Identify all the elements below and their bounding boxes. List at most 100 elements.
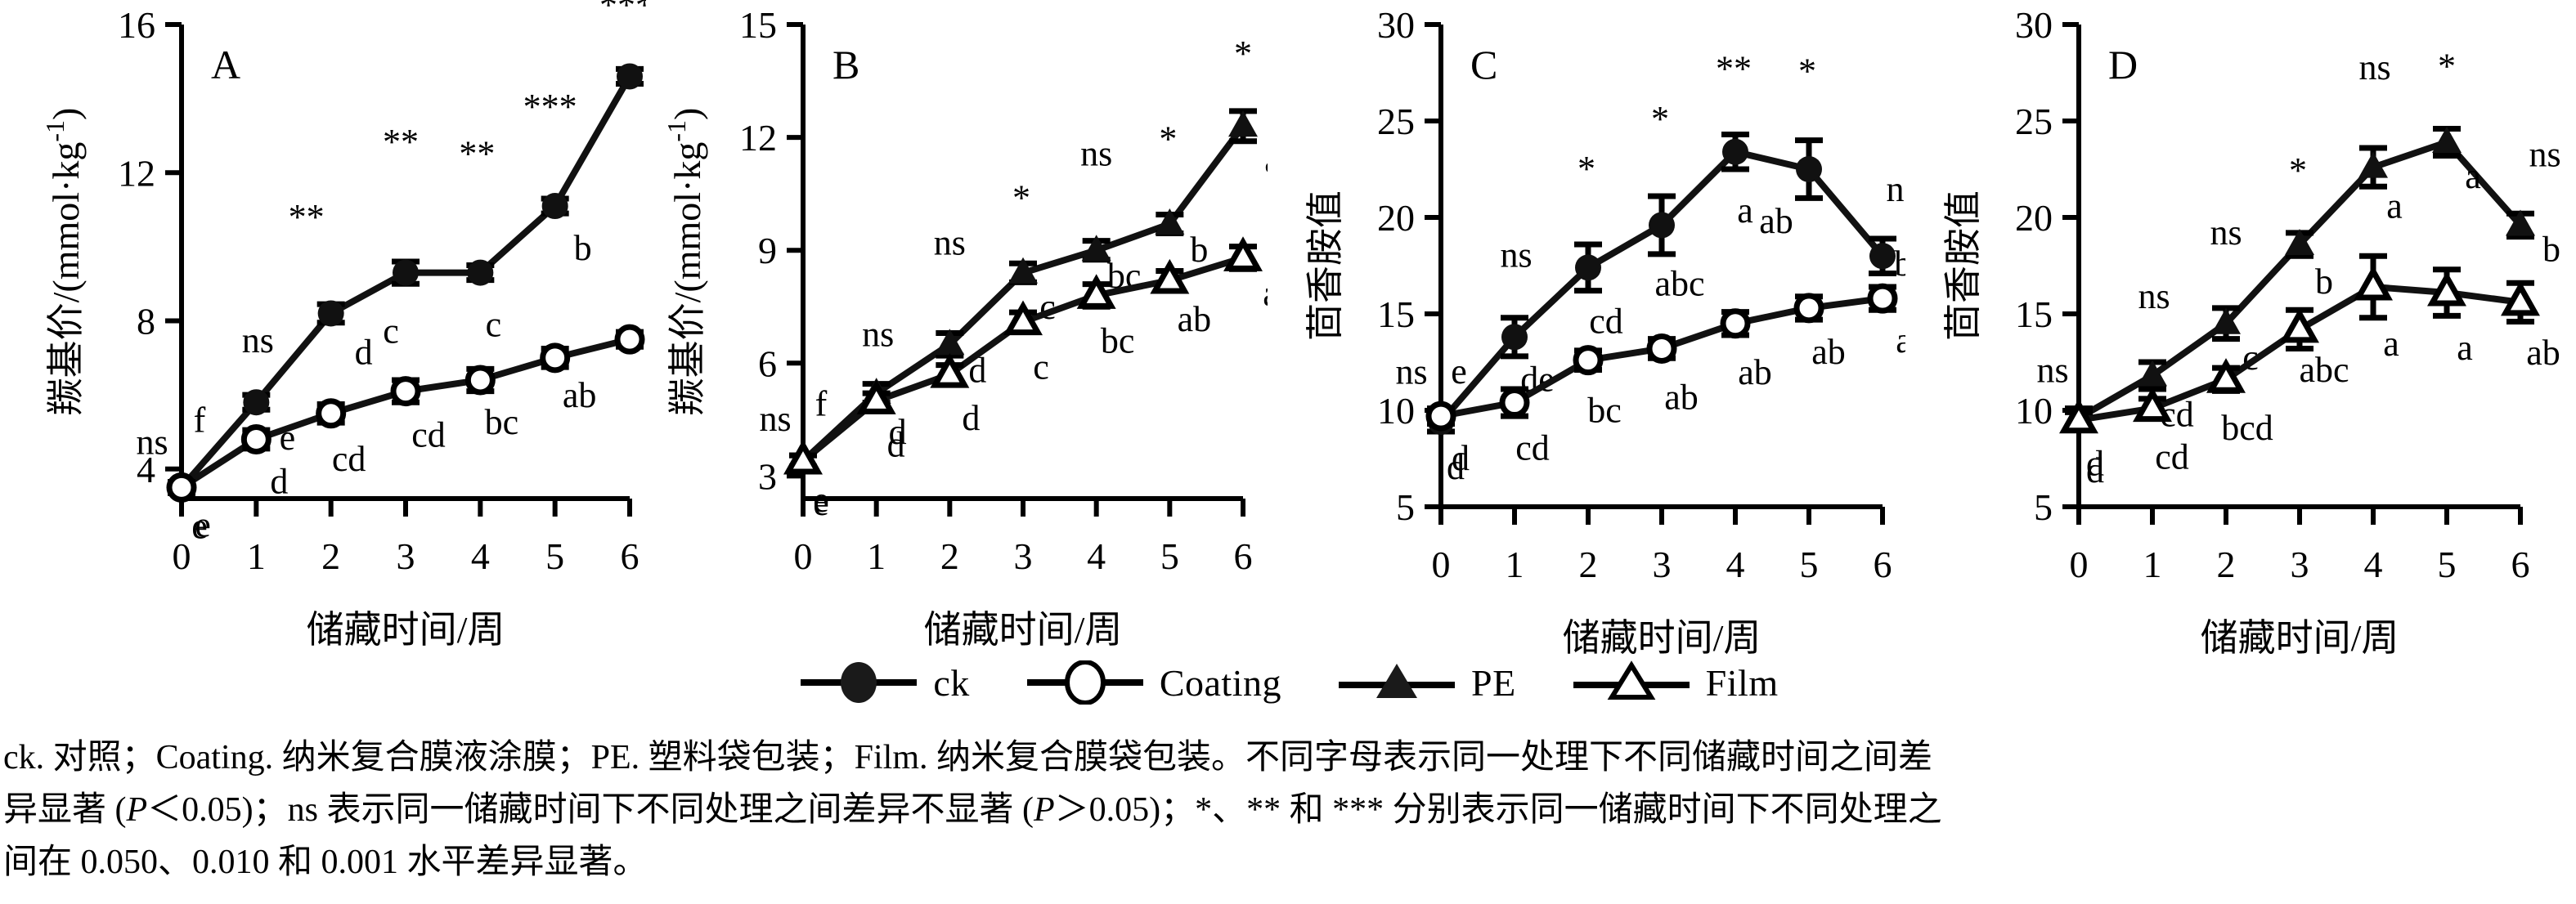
y-axis-title: 茴香胺值 xyxy=(1304,190,1346,341)
sig-letter: cd xyxy=(411,415,446,455)
significance-marker: ** xyxy=(383,122,419,162)
data-point-ck xyxy=(1796,156,1822,182)
sig-letter: abc xyxy=(2299,350,2349,390)
sig-letter: b xyxy=(2542,229,2560,269)
x-tick-label: 3 xyxy=(1653,544,1672,585)
sig-letter: a xyxy=(2386,186,2403,226)
caption-seg-2b: P xyxy=(126,790,148,829)
sig-letter: bcd xyxy=(2221,408,2273,448)
y-tick-label: 5 xyxy=(1396,486,1415,528)
sig-letter: a xyxy=(2465,156,2481,196)
x-tick-label: 6 xyxy=(621,535,640,577)
data-point-Film xyxy=(2427,271,2466,307)
significance-marker: ns xyxy=(2036,351,2068,391)
data-point-ck xyxy=(243,389,270,416)
y-tick-label: 12 xyxy=(118,152,155,194)
x-axis-title: 储藏时间/周 xyxy=(924,609,1123,651)
y-tick-label: 25 xyxy=(1377,101,1415,142)
caption-line-1: ck. 对照；Coating. 纳米复合膜液涂膜；PE. 塑料袋包装；Film.… xyxy=(3,739,1933,776)
significance-marker: * xyxy=(1012,177,1030,217)
sig-letter: d xyxy=(1447,447,1465,487)
sig-letter: bcd xyxy=(1894,244,1905,284)
sig-letter: e xyxy=(195,504,211,544)
significance-marker: * xyxy=(2289,150,2307,190)
significance-marker: * xyxy=(2438,46,2456,86)
significance-marker: ns xyxy=(2210,213,2242,253)
sig-letter: a xyxy=(1737,190,1753,230)
x-tick-label: 5 xyxy=(545,535,564,577)
legend: ck Coating PE Film xyxy=(0,646,2576,719)
svg-text:茴香胺值: 茴香胺值 xyxy=(1942,190,1984,341)
significance-marker: ns xyxy=(242,320,274,360)
data-point-ck xyxy=(317,300,344,327)
data-point-Film xyxy=(1076,274,1116,309)
x-tick-label: 4 xyxy=(1726,544,1745,585)
sig-letter: cd xyxy=(332,439,366,479)
data-point-Coating xyxy=(1646,333,1677,364)
sig-letter: d xyxy=(2086,450,2104,490)
data-point-PE xyxy=(2506,209,2535,236)
legend-item-coating: Coating xyxy=(1024,660,1281,705)
x-tick-label: 1 xyxy=(1506,544,1524,585)
x-axis-title: 储藏时间/周 xyxy=(1563,617,1761,654)
sig-letter: a xyxy=(2383,324,2399,364)
sig-letter: bc xyxy=(485,402,519,442)
legend-label-ck: ck xyxy=(933,661,970,704)
sig-letter: ab xyxy=(1664,377,1699,417)
data-point-Film xyxy=(2133,387,2172,423)
legend-label-pe: PE xyxy=(1470,661,1516,704)
y-tick-label: 6 xyxy=(758,342,777,384)
x-tick-label: 4 xyxy=(1087,535,1106,577)
data-point-Film xyxy=(856,379,896,414)
y-tick-label: 8 xyxy=(137,301,155,342)
significance-marker: ns xyxy=(2358,47,2390,87)
sig-letter: a xyxy=(1896,320,1905,360)
x-tick-label: 6 xyxy=(1234,535,1253,577)
data-point-Film xyxy=(1223,236,1263,271)
data-point-ck xyxy=(1722,138,1748,165)
sig-letter: ab xyxy=(1759,201,1793,241)
significance-marker: ** xyxy=(289,197,325,237)
sig-letter: a xyxy=(2457,328,2473,368)
significance-marker: * xyxy=(1159,119,1177,159)
x-tick-label: 1 xyxy=(247,535,266,577)
significance-marker: ns xyxy=(2529,134,2560,174)
data-point-Film xyxy=(2501,280,2540,316)
data-point-Coating xyxy=(1499,387,1530,418)
sig-letter: cd xyxy=(1515,428,1550,468)
data-point-PE xyxy=(2138,360,2167,387)
y-tick-label: 9 xyxy=(758,230,777,271)
sig-letter: ab xyxy=(1178,299,1212,339)
sig-letter: e xyxy=(1451,351,1467,392)
y-tick-label: 30 xyxy=(1377,4,1415,46)
sig-letter: e xyxy=(813,483,829,523)
y-tick-label: 10 xyxy=(2015,390,2053,432)
y-tick-label: 10 xyxy=(1377,390,1415,432)
y-axis-title: 茴香胺值 xyxy=(1942,190,1984,341)
filled-circle-icon xyxy=(801,662,918,703)
data-point-ck xyxy=(1575,254,1601,281)
data-point-ck xyxy=(1649,212,1675,239)
significance-marker: *** xyxy=(599,0,646,25)
panel-label: A xyxy=(211,42,240,87)
data-point-Coating xyxy=(464,365,496,396)
x-tick-label: 0 xyxy=(2070,544,2089,585)
data-point-Coating xyxy=(614,324,645,355)
data-point-Film xyxy=(1003,300,1043,336)
sig-letter: c xyxy=(1033,347,1049,387)
sig-letter: cd xyxy=(1589,301,1623,341)
data-point-PE xyxy=(2432,126,2462,153)
significance-marker: ns xyxy=(1080,134,1112,174)
legend-item-film: Film xyxy=(1570,660,1779,705)
data-point-Coating xyxy=(166,472,197,503)
x-tick-label: 3 xyxy=(397,535,415,577)
sig-letter: d xyxy=(889,412,907,452)
significance-marker: ns xyxy=(1886,169,1905,209)
svg-text:茴香胺值: 茴香胺值 xyxy=(1304,190,1346,341)
panel-label: B xyxy=(832,42,859,87)
y-tick-label: 15 xyxy=(1377,293,1415,335)
